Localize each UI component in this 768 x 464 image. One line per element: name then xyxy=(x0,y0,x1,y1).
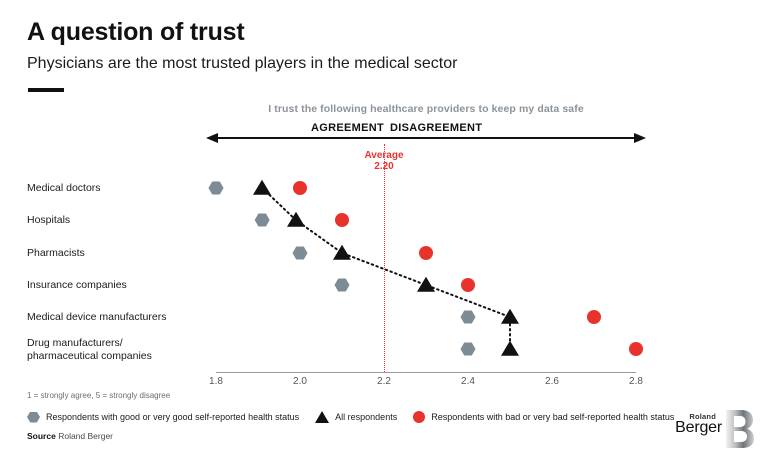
roland-berger-logo: Roland Berger xyxy=(662,410,754,452)
source-line: Source Roland Berger xyxy=(27,431,113,441)
average-word: Average xyxy=(364,150,404,161)
hexagon-marker-icon xyxy=(27,411,40,423)
x-axis-line xyxy=(216,372,636,373)
direction-arrow-bar xyxy=(206,131,646,143)
circle-point xyxy=(419,246,433,260)
chart-question: I trust the following healthcare provide… xyxy=(268,103,584,115)
x-tick-2.4: 2.4 xyxy=(461,376,475,387)
triangle-point xyxy=(333,244,351,260)
page-subtitle: Physicians are the most trusted players … xyxy=(27,55,458,72)
x-tick-2.8: 2.8 xyxy=(629,376,643,387)
triangle-point xyxy=(417,276,435,292)
scale-footnote: 1 = strongly agree, 5 = strongly disagre… xyxy=(27,391,171,400)
logo-line-berger: Berger xyxy=(675,419,722,436)
hexagon-point xyxy=(460,310,476,324)
row-label-medical-doctors: Medical doctors xyxy=(27,182,101,194)
legend-label-good-health: Respondents with good or very good self-… xyxy=(46,412,300,422)
trend-line xyxy=(261,187,511,350)
circle-point xyxy=(293,181,307,195)
triangle-point xyxy=(501,308,519,324)
logo-line-roland: Roland xyxy=(689,412,716,421)
hexagon-point xyxy=(292,246,308,260)
triangle-point xyxy=(286,211,305,227)
source-value: Roland Berger xyxy=(58,431,114,441)
title-rule xyxy=(28,88,64,92)
row-label-pharmacists: Pharmacists xyxy=(27,247,85,259)
hexagon-point xyxy=(460,342,476,356)
x-tick-2.6: 2.6 xyxy=(545,376,559,387)
legend-item-all-respondents[interactable]: All respondents xyxy=(315,411,397,423)
hexagon-point xyxy=(334,278,350,292)
triangle-marker-icon xyxy=(315,411,330,423)
circle-marker-icon xyxy=(413,411,426,423)
chart-legend: Respondents with good or very good self-… xyxy=(27,409,690,425)
row-label-medical-device-manufacturers: Medical device manufacturers xyxy=(27,311,167,323)
plot-area xyxy=(208,168,643,372)
average-reference-line xyxy=(384,144,385,372)
legend-item-good-health[interactable]: Respondents with good or very good self-… xyxy=(27,411,300,423)
disagreement-label: DISAGREEMENT xyxy=(390,122,483,134)
x-tick-2.2: 2.2 xyxy=(377,376,391,387)
circle-point xyxy=(629,342,643,356)
hexagon-point xyxy=(254,213,270,227)
legend-item-bad-health[interactable]: Respondents with bad or very bad self-re… xyxy=(413,411,674,423)
page-title: A question of trust xyxy=(27,18,245,46)
logo-b-mark xyxy=(726,410,754,448)
circle-point xyxy=(461,278,475,292)
x-tick-1.8: 1.8 xyxy=(209,376,223,387)
triangle-point xyxy=(501,340,519,356)
legend-label-bad-health: Respondents with bad or very bad self-re… xyxy=(431,412,675,422)
row-label-insurance-companies: Insurance companies xyxy=(27,279,127,291)
hexagon-point xyxy=(208,181,224,195)
agreement-label: AGREEMENT xyxy=(311,122,384,134)
legend-label-all-respondents: All respondents xyxy=(335,412,398,422)
row-label-drug-manufacturers: Drug manufacturers/ pharmaceutical compa… xyxy=(27,337,152,362)
circle-point xyxy=(587,310,601,324)
x-tick-2.0: 2.0 xyxy=(293,376,307,387)
row-label-hospitals: Hospitals xyxy=(27,214,71,226)
circle-point xyxy=(335,213,349,227)
triangle-point xyxy=(253,179,272,195)
source-label: Source xyxy=(27,431,56,441)
